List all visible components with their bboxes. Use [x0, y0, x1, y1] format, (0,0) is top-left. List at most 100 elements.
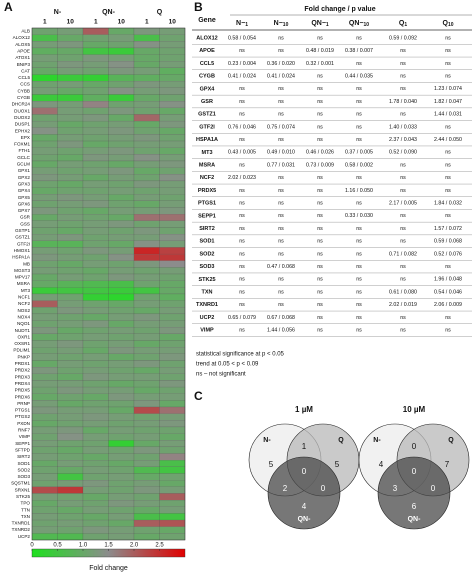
- heat-cell: [159, 107, 186, 115]
- gene-label: PRDX4: [15, 381, 31, 386]
- heat-cell: [159, 247, 186, 255]
- heat-cell: [159, 200, 186, 208]
- heat-cell: [108, 61, 135, 68]
- heat-cell: [159, 127, 186, 135]
- heat-cell: [159, 533, 186, 541]
- heat-cell: [133, 433, 160, 441]
- heat-cell: [133, 313, 160, 321]
- heat-cell: [57, 426, 84, 434]
- column-header: QN−10: [349, 20, 369, 28]
- row-gene: SOD1: [200, 239, 215, 245]
- heat-cell: [159, 433, 186, 441]
- heat-cell: [31, 453, 58, 461]
- heat-cell: [82, 187, 109, 195]
- heat-cell: [31, 147, 58, 155]
- table-cell: ns: [239, 289, 245, 295]
- table-cell: 1.16 / 0.050: [345, 188, 373, 194]
- heat-cell: [133, 500, 160, 507]
- heat-cell: [82, 227, 109, 235]
- table-cell: ns: [356, 277, 362, 283]
- dose-label: 1: [145, 19, 149, 26]
- table-cell: 0.52 / 0.076: [434, 251, 462, 257]
- heat-cell: [159, 519, 186, 527]
- heat-cell: [108, 300, 135, 308]
- heat-cell: [57, 140, 84, 148]
- table-cell: ns: [356, 99, 362, 105]
- table-cell: ns: [278, 99, 284, 105]
- venn-count: 0: [302, 467, 307, 476]
- heat-cell: [108, 386, 135, 394]
- heat-cell: [31, 413, 58, 421]
- gene-label: DUOX2: [14, 115, 30, 120]
- heat-cell: [82, 81, 109, 88]
- heat-cell: [133, 320, 160, 328]
- heat-cell: [133, 506, 160, 514]
- heat-cell: [82, 400, 109, 408]
- heat-cell: [159, 313, 186, 321]
- heat-cell: [57, 27, 84, 35]
- table-cell: ns: [400, 328, 406, 334]
- heat-cell: [159, 340, 186, 348]
- table-cell: ns: [445, 264, 451, 270]
- heat-cell: [159, 47, 186, 55]
- table-cell: 0.37 / 0.005: [345, 150, 373, 156]
- heat-cell: [108, 47, 135, 55]
- table-cell: ns: [400, 48, 406, 54]
- gene-label: MPV17: [15, 275, 31, 280]
- table-cell: 1.44 / 0.056: [267, 328, 295, 334]
- heat-cell: [57, 273, 84, 281]
- heat-cell: [133, 406, 160, 414]
- table-cell: 0.54 / 0.046: [434, 289, 462, 295]
- table-cell: 0.77 / 0.031: [267, 162, 295, 168]
- heat-cell: [108, 67, 135, 75]
- colorbar-label: Fold change: [89, 565, 128, 572]
- heat-cell: [57, 220, 84, 228]
- column-header: QN−1: [311, 20, 329, 28]
- venn-count: 5: [269, 460, 274, 469]
- gene-label: GPX6: [18, 201, 31, 206]
- heat-cell: [108, 41, 135, 49]
- heat-cell: [159, 486, 186, 494]
- heat-cell: [31, 194, 58, 201]
- heat-cell: [82, 519, 109, 527]
- heat-cell: [133, 54, 160, 62]
- heat-cell: [133, 194, 160, 201]
- heat-cell: [159, 267, 186, 275]
- gene-label: PRDX2: [15, 368, 31, 373]
- table-cell: 0.67 / 0.068: [267, 315, 295, 321]
- heat-cell: [133, 413, 160, 421]
- heat-cell: [133, 207, 160, 215]
- table-cell: ns: [239, 112, 245, 118]
- heat-cell: [108, 81, 135, 88]
- heat-cell: [57, 446, 84, 454]
- heat-cell: [31, 400, 58, 408]
- heat-cell: [31, 480, 58, 487]
- gene-label: UCP2: [18, 534, 31, 539]
- table-cell: ns: [400, 162, 406, 168]
- table-cell: 2.37 / 0.043: [389, 137, 417, 143]
- heat-cell: [82, 486, 109, 494]
- table-cell: ns: [239, 264, 245, 270]
- heat-cell: [31, 327, 58, 334]
- table-note: trend at 0.05 < p < 0.09: [196, 362, 259, 368]
- heat-cell: [133, 293, 160, 301]
- heat-cell: [108, 480, 135, 487]
- heat-cell: [31, 107, 58, 115]
- table-cell: ns: [400, 239, 406, 245]
- heat-cell: [57, 313, 84, 321]
- venn-circle: [267, 456, 341, 530]
- heat-cell: [82, 214, 109, 221]
- table-cell: ns: [445, 162, 451, 168]
- gene-label: MGST3: [14, 268, 30, 273]
- heat-cell: [108, 253, 135, 261]
- heat-cell: [57, 347, 84, 354]
- heat-cell: [108, 486, 135, 494]
- heat-cell: [133, 367, 160, 374]
- gene-label: SOD3: [17, 474, 30, 479]
- heat-cell: [108, 526, 135, 534]
- heat-cell: [57, 380, 84, 388]
- heat-cell: [57, 127, 84, 135]
- heat-cell: [108, 466, 135, 474]
- heat-cell: [82, 413, 109, 421]
